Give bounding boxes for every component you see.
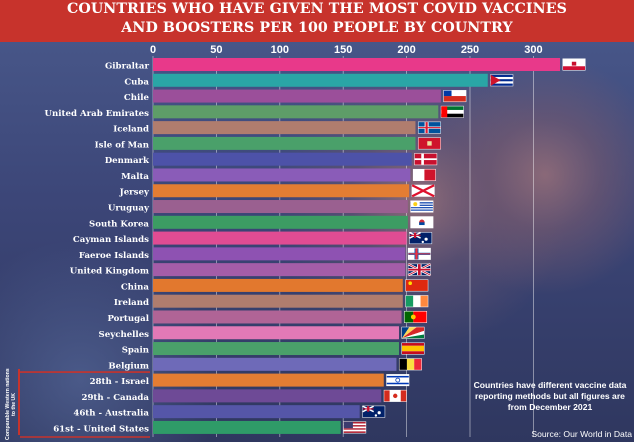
category-label: Malta bbox=[121, 172, 149, 182]
category-label: Spain bbox=[122, 346, 150, 356]
bar-spain bbox=[153, 342, 399, 356]
bar-china bbox=[153, 278, 403, 292]
category-label: 29th - Canada bbox=[81, 393, 149, 403]
category-label: Belgium bbox=[108, 361, 149, 371]
bar-faeroe-islands bbox=[153, 247, 406, 261]
uae-flag-icon bbox=[440, 105, 464, 118]
category-label: Chile bbox=[124, 93, 150, 103]
category-label: 46th - Australia bbox=[73, 409, 149, 419]
category-label: Ireland bbox=[114, 298, 149, 308]
bar-29th-canada bbox=[153, 389, 382, 403]
chart-title: COUNTRIES WHO HAVE GIVEN THE MOST COVID … bbox=[0, 0, 634, 42]
category-label: United Kingdom bbox=[70, 267, 149, 277]
category-label: Jersey bbox=[119, 188, 150, 198]
bar-united-kingdom bbox=[153, 263, 406, 277]
bar-belgium bbox=[153, 357, 397, 371]
western-nations-bracket bbox=[18, 369, 20, 435]
x-tick-label: 150 bbox=[334, 44, 352, 56]
china-flag-icon bbox=[405, 279, 429, 292]
category-label: Cayman Islands bbox=[73, 235, 149, 245]
category-label: Gibraltar bbox=[105, 62, 150, 72]
x-tick-label: 50 bbox=[210, 44, 222, 56]
chart-title-line-1: COUNTRIES WHO HAVE GIVEN THE MOST COVID … bbox=[66, 1, 567, 17]
bar-cayman-islands bbox=[153, 231, 407, 245]
faeroe-islands-flag-icon bbox=[407, 247, 431, 260]
united-states-flag-icon bbox=[343, 421, 367, 434]
cayman-islands-flag-icon bbox=[409, 231, 433, 245]
malta-flag-icon bbox=[412, 168, 436, 181]
bar-61st-united-states bbox=[153, 420, 341, 434]
bar-portugal bbox=[153, 310, 402, 324]
chile-flag-icon bbox=[443, 90, 467, 103]
bar-ireland bbox=[153, 294, 403, 308]
israel-flag-icon bbox=[386, 374, 410, 387]
category-label: Isle of Man bbox=[95, 140, 150, 150]
spain-flag-icon bbox=[401, 342, 425, 355]
bar-uruguay bbox=[153, 200, 408, 214]
jersey-flag-icon bbox=[411, 184, 435, 198]
x-tick-label: 100 bbox=[271, 44, 289, 56]
x-tick-label: 300 bbox=[524, 44, 542, 56]
ireland-flag-icon bbox=[405, 295, 429, 308]
uruguay-flag-icon bbox=[410, 200, 434, 213]
category-label: South Korea bbox=[89, 219, 149, 229]
iceland-flag-icon bbox=[417, 121, 441, 134]
gibraltar-flag-icon bbox=[562, 58, 586, 71]
australia-flag-icon bbox=[362, 405, 386, 418]
denmark-flag-icon bbox=[414, 153, 438, 166]
title-band bbox=[0, 0, 634, 42]
bar-malta bbox=[153, 168, 411, 182]
category-label: Denmark bbox=[105, 156, 150, 166]
western-nations-label: Comparable Western nations to the UK bbox=[5, 368, 17, 440]
category-label: Faeroe Islands bbox=[79, 251, 149, 261]
x-tick-label: 0 bbox=[150, 44, 156, 56]
bar-seychelles bbox=[153, 326, 399, 340]
isle-of-man-flag-icon bbox=[417, 137, 441, 150]
bar-46th-australia bbox=[153, 405, 360, 419]
category-label: Seychelles bbox=[99, 330, 150, 340]
category-label: 61st - United States bbox=[53, 424, 149, 434]
canada-flag-icon bbox=[383, 389, 407, 402]
bar-chile bbox=[153, 89, 441, 103]
bar-denmark bbox=[153, 152, 412, 166]
category-label: China bbox=[121, 282, 150, 292]
bar-28th-israel bbox=[153, 373, 384, 387]
bar-gibraltar bbox=[153, 58, 561, 71]
seychelles-flag-icon bbox=[401, 326, 425, 339]
bar-south-korea bbox=[153, 215, 408, 229]
bar-united-arab-emirates bbox=[153, 105, 439, 119]
category-label: Iceland bbox=[113, 125, 149, 135]
belgium-flag-icon bbox=[398, 358, 422, 371]
data-note: Countries have different vaccine data re… bbox=[473, 380, 627, 412]
category-label: Portugal bbox=[107, 314, 149, 324]
source-credit: Source: Our World in Data bbox=[531, 429, 632, 439]
category-label: 28th - Israel bbox=[90, 377, 150, 387]
chart-title-line-2: AND BOOSTERS PER 100 PEOPLE BY COUNTRY bbox=[121, 20, 513, 36]
category-label: United Arab Emirates bbox=[45, 109, 150, 119]
bar-iceland bbox=[153, 121, 416, 135]
cuba-flag-icon bbox=[490, 74, 514, 87]
x-tick-label: 250 bbox=[461, 44, 479, 56]
south-korea-flag-icon bbox=[410, 216, 434, 229]
bar-jersey bbox=[153, 184, 410, 198]
united-kingdom-flag-icon bbox=[407, 263, 431, 277]
category-label: Cuba bbox=[124, 77, 149, 87]
bar-isle-of-man bbox=[153, 136, 416, 150]
bar-cuba bbox=[153, 73, 488, 87]
x-tick-label: 200 bbox=[397, 44, 415, 56]
category-label: Uruguay bbox=[108, 204, 150, 214]
portugal-flag-icon bbox=[404, 310, 428, 323]
